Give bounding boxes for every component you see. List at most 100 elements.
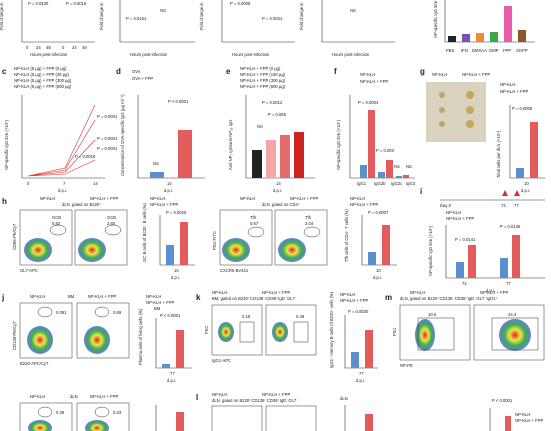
label: GL7-APC [20, 268, 38, 273]
legend: OVA [132, 69, 141, 74]
panel-letter: k [196, 293, 201, 302]
top-row: Fold change in Fold change in Fold chang… [0, 0, 535, 57]
gate: dLN, gated on B220⁺CD138⁻CD38⁺IgD⁻GL7⁻ [212, 398, 298, 403]
panel-k: k NP-KLH NP-KLH + FPP BM, gated on B220⁺… [196, 290, 378, 383]
gate-value: 0.67 [250, 221, 259, 226]
ns: NS [394, 164, 400, 169]
label: 77 [514, 203, 519, 208]
tick: 24 [36, 45, 41, 50]
ns: NS [406, 164, 412, 169]
p-value: P = 0.0001 [97, 146, 118, 151]
panel-d: d OVA OVA + FPP Concentration of OVA-spe… [116, 67, 205, 193]
label: NP-KLH + FPP [462, 72, 490, 77]
legend: NP-KLH (5 µg) + FPP (300 µg) [14, 78, 72, 83]
legend: NP-KLH [446, 210, 461, 215]
gate-value: 10.6 [428, 312, 437, 317]
label: NP-KLH [212, 290, 227, 295]
tick: 72 [462, 281, 467, 286]
legend: NP-KLH [146, 294, 161, 299]
legend: NP-KLH + FPP [150, 202, 178, 207]
label: NP-KLH [40, 196, 55, 201]
p-value: P = 0.0009 [230, 1, 251, 6]
label: CXCR5-BV421 [220, 268, 249, 273]
tick: IgG3 [406, 181, 416, 186]
tick: IgG2c [391, 181, 402, 186]
label: GC B cells of B220⁺ B cells (%) [142, 203, 147, 262]
label: PD1-FITC [212, 231, 217, 250]
ns: NS [350, 8, 356, 13]
ns: NS [153, 161, 159, 166]
label: NP-specific IgG titre (×10⁵) [428, 225, 433, 276]
p-value: P = 0.0161 [126, 16, 147, 21]
label: Anti-NP₂ IgG/anti-NP₂₈ IgG [228, 120, 233, 170]
p-value: P = 0.0001 [97, 114, 118, 119]
p-value: P = 0.0025 [166, 210, 187, 215]
label: BM [68, 294, 75, 299]
label: FSC [204, 326, 209, 334]
legend: OVA + FPP [132, 76, 153, 81]
panel-letter: j [1, 293, 4, 302]
legend: NP-KLH (5 µg) + FPP (600 µg) [14, 84, 72, 89]
tick: 0 [62, 45, 65, 50]
gate-label: Tfh [305, 215, 312, 220]
gate-value: 2.60 [107, 221, 116, 226]
legend: NP-KLH + FPP [515, 418, 543, 423]
tick: 14 [167, 181, 172, 186]
panel-letter: g [420, 67, 425, 76]
panel-h: h NP-KLH NP-KLH + FPP dLN, gated on B220… [2, 196, 397, 280]
tick: 10 [174, 268, 179, 273]
label: NP-specific IgG titre (×10⁵) [336, 119, 341, 170]
gate-label: GCB [52, 215, 61, 220]
legend: NP-KLH (5 µg) + FPP (30 µg) [14, 72, 70, 77]
p-value: P = 0.0012 [262, 100, 283, 105]
gate-value: 2.04 [305, 221, 314, 226]
label: NP-KLH [410, 290, 425, 295]
tick: PBS [446, 48, 455, 53]
gate-label: GCB [107, 215, 116, 220]
gate-value: 0.82 [52, 221, 61, 226]
label: NP-specific IgG titre [433, 0, 438, 38]
legend: NP-KLH + FPP (150 µg) [240, 72, 286, 77]
p-value: P < 0.0001 [492, 398, 513, 403]
gate: BM, gated on B220⁺CD138⁻CD38⁺IgD⁻GL7⁻ [212, 296, 297, 301]
tick: 48 [46, 45, 51, 50]
legend: NP-KLH [150, 196, 165, 201]
legend: NP-KLH + FPP (0 µg) [240, 66, 281, 71]
gate: dLN, gated on CD4⁺ [262, 202, 300, 207]
label: Hours post-infection [232, 52, 270, 57]
legend: NP-KLH [500, 82, 515, 87]
label: B220-APC/Cy7 [20, 361, 49, 366]
tick: 77 [506, 281, 511, 286]
panel-g: g NP-KLH NP-KLH + FPP NP-KLH NP-KLH + FP… [420, 67, 545, 193]
label: Fold change in [299, 2, 304, 30]
label: NP-KLH + FPP [480, 290, 508, 295]
p-value: P = 0.0030 [348, 309, 369, 314]
legend: NP-KLH + FPP [500, 89, 528, 94]
tick: 14 [93, 181, 98, 186]
label: d.p.i. [486, 288, 495, 293]
label: NP-PE [400, 363, 413, 368]
label: d.p.i. [273, 188, 282, 193]
tick: GMP [489, 48, 499, 53]
label: BM [154, 306, 161, 311]
legend: NP-KLH [350, 196, 365, 201]
label: d.p.i. [356, 378, 365, 383]
label: Day 0 [440, 203, 452, 208]
gate: dLN, gated on B220⁺ [62, 202, 101, 207]
p-value: P = 0.0141 [455, 237, 476, 242]
panel-letter: h [2, 197, 7, 206]
label: CD95-PE/Cy7 [12, 223, 17, 250]
p-value: P = 0.065 [268, 112, 287, 117]
label: NP-KLH [240, 196, 255, 201]
ns: NS [257, 124, 263, 129]
panel-letter: c [2, 67, 7, 76]
panel-c: c NP-KLH (5 µg) + FPP (0 µg) NP-KLH (5 µ… [2, 66, 118, 193]
legend: NP-KLH [340, 292, 355, 297]
legend: NP-KLH + FPP [146, 300, 174, 305]
p-value: P = 0.0004 [358, 100, 379, 105]
label: d.p.i. [58, 188, 67, 193]
legend: NP-KLH + FPP (300 µg) [240, 78, 286, 83]
label: dLN [70, 394, 78, 399]
gate-label: Tfh [250, 215, 257, 220]
label: NP-KLH + FPP [88, 294, 116, 299]
